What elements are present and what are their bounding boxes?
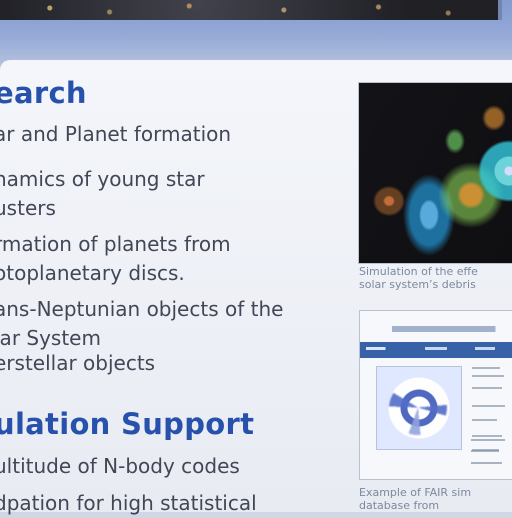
simulation-caption: Simulation of the effe solar system’s de… xyxy=(359,265,512,291)
support-item-2: dpation for high statistical xyxy=(0,489,344,518)
research-item-3: rmation of planets from otoplanetary dis… xyxy=(0,230,344,288)
support-item-1-text: ultitude of N-body codes xyxy=(0,454,240,478)
paper-tabs xyxy=(366,347,506,350)
poster-image-column: Simulation of the effe solar system’s de… xyxy=(353,82,512,512)
research-item-2: namics of young star usters xyxy=(0,165,344,223)
paper-header-bar xyxy=(360,342,512,358)
simulation-image xyxy=(358,82,512,264)
spiral-figure-icon xyxy=(389,380,447,435)
research-title: earch xyxy=(0,76,87,110)
research-item-2-text: namics of young star usters xyxy=(0,167,205,220)
support-item-2-text: dpation for high statistical xyxy=(0,491,257,515)
paper-lower-lines xyxy=(471,439,507,473)
research-item-3-text: rmation of planets from otoplanetary dis… xyxy=(0,232,231,285)
astronomy-banner xyxy=(0,0,502,20)
research-item-4-text: ans-Neptunian objects of the lar System xyxy=(0,297,283,350)
poster-text-column: earch ar and Planet formation namics of … xyxy=(0,72,344,512)
research-item-1: ar and Planet formation xyxy=(0,120,344,149)
research-item-5-text: erstellar objects xyxy=(0,351,155,375)
fair-caption: Example of FAIR sim database from xyxy=(359,486,512,512)
research-item-1-text: ar and Planet formation xyxy=(0,122,231,146)
fair-example-image xyxy=(359,310,512,480)
support-item-1: ultitude of N-body codes xyxy=(0,452,344,481)
research-item-4: ans-Neptunian objects of the lar System xyxy=(0,295,344,353)
paper-title-lines xyxy=(392,326,512,332)
simulation-visualization xyxy=(359,83,512,263)
simulation-support-title: ulation Support xyxy=(0,407,254,441)
research-item-5: erstellar objects xyxy=(0,349,344,378)
